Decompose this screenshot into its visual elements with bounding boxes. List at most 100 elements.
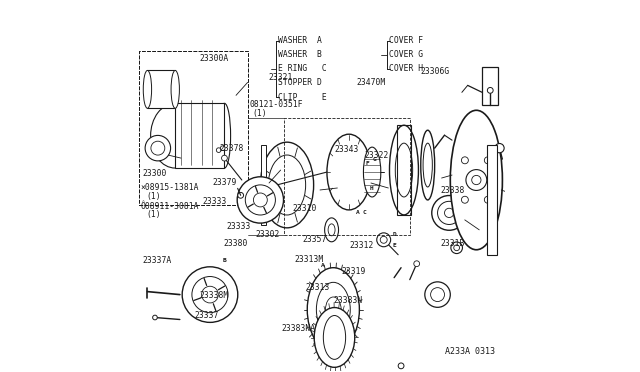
Text: H: H xyxy=(369,186,373,192)
Bar xyxy=(140,51,248,205)
Text: 23380: 23380 xyxy=(223,239,248,248)
Text: A: A xyxy=(321,263,325,268)
Circle shape xyxy=(377,233,390,247)
Ellipse shape xyxy=(218,103,230,168)
Text: 23319: 23319 xyxy=(341,267,365,276)
Text: 23300A: 23300A xyxy=(200,54,229,62)
Circle shape xyxy=(253,193,268,207)
Circle shape xyxy=(245,185,275,215)
Text: C: C xyxy=(363,210,367,215)
Bar xyxy=(482,67,499,105)
Text: 23337: 23337 xyxy=(195,311,219,320)
Text: 23470M: 23470M xyxy=(356,78,385,87)
Circle shape xyxy=(472,175,481,185)
Circle shape xyxy=(237,177,284,223)
Circle shape xyxy=(487,87,493,93)
Text: COVER G: COVER G xyxy=(388,50,422,59)
Text: 23310: 23310 xyxy=(292,205,317,214)
Text: 23357: 23357 xyxy=(303,235,327,244)
Text: (1): (1) xyxy=(147,210,161,219)
Circle shape xyxy=(220,146,225,150)
Ellipse shape xyxy=(260,142,314,228)
Text: A233A 0313: A233A 0313 xyxy=(445,347,495,356)
Ellipse shape xyxy=(268,155,306,215)
Circle shape xyxy=(461,157,468,164)
Bar xyxy=(261,145,266,225)
Text: 23383N: 23383N xyxy=(333,296,362,305)
Text: 23321: 23321 xyxy=(268,73,292,82)
Text: D: D xyxy=(392,232,396,237)
Ellipse shape xyxy=(143,70,152,108)
Text: COVER H: COVER H xyxy=(388,64,422,73)
Text: 23379: 23379 xyxy=(212,178,237,187)
Circle shape xyxy=(414,261,420,267)
Circle shape xyxy=(438,201,461,224)
Circle shape xyxy=(461,196,468,203)
Text: 2331B: 2331B xyxy=(440,239,465,248)
Text: F: F xyxy=(365,161,369,166)
Text: 23338M: 23338M xyxy=(200,291,229,300)
Ellipse shape xyxy=(314,308,355,367)
Text: 23312: 23312 xyxy=(349,241,374,250)
Circle shape xyxy=(182,267,238,323)
Text: Ô08911-3081A: Ô08911-3081A xyxy=(140,202,199,211)
Circle shape xyxy=(454,245,460,251)
Text: E RING   C: E RING C xyxy=(278,64,327,73)
Ellipse shape xyxy=(323,315,346,359)
Text: E: E xyxy=(392,243,396,248)
Circle shape xyxy=(192,276,228,312)
Ellipse shape xyxy=(171,70,179,108)
Text: G: G xyxy=(372,157,376,162)
Bar xyxy=(147,70,175,108)
Circle shape xyxy=(145,135,171,161)
Text: 23343: 23343 xyxy=(334,145,358,154)
Text: B: B xyxy=(223,258,227,263)
Ellipse shape xyxy=(326,297,341,322)
Text: 23306G: 23306G xyxy=(420,67,449,76)
Ellipse shape xyxy=(307,268,360,352)
Ellipse shape xyxy=(364,147,381,197)
Circle shape xyxy=(151,141,165,155)
Text: A: A xyxy=(356,210,359,215)
Ellipse shape xyxy=(396,143,413,197)
Bar xyxy=(487,145,497,255)
Text: STOPPER D: STOPPER D xyxy=(278,78,323,87)
Circle shape xyxy=(466,170,487,190)
Text: 23313: 23313 xyxy=(306,283,330,292)
Bar xyxy=(284,118,410,235)
Text: 23322: 23322 xyxy=(364,151,389,160)
Circle shape xyxy=(431,288,445,302)
Text: WASHER  B: WASHER B xyxy=(278,50,323,59)
Text: 23333: 23333 xyxy=(202,197,227,206)
Bar xyxy=(397,125,411,215)
Circle shape xyxy=(451,242,463,254)
Ellipse shape xyxy=(451,110,502,250)
Text: COVER F: COVER F xyxy=(388,36,422,45)
Text: 23302: 23302 xyxy=(255,230,280,240)
Circle shape xyxy=(238,192,244,198)
Circle shape xyxy=(216,148,221,153)
Text: 23383NA: 23383NA xyxy=(281,324,316,333)
Ellipse shape xyxy=(316,282,350,337)
Ellipse shape xyxy=(327,134,371,210)
Circle shape xyxy=(432,196,467,230)
Text: 23333: 23333 xyxy=(227,222,251,231)
Bar xyxy=(175,103,225,168)
Text: (1): (1) xyxy=(147,192,161,201)
Ellipse shape xyxy=(150,103,200,168)
Text: 23378: 23378 xyxy=(219,144,244,153)
Circle shape xyxy=(484,196,492,203)
Ellipse shape xyxy=(423,143,433,187)
Circle shape xyxy=(221,155,227,161)
Circle shape xyxy=(398,363,404,369)
Ellipse shape xyxy=(420,130,435,200)
Ellipse shape xyxy=(328,224,335,236)
Text: WASHER  A: WASHER A xyxy=(278,36,323,45)
Circle shape xyxy=(445,208,454,218)
Text: 23313M: 23313M xyxy=(294,255,323,264)
Circle shape xyxy=(495,144,504,153)
Text: 08121-0351F: 08121-0351F xyxy=(250,100,303,109)
Bar xyxy=(140,51,248,205)
Circle shape xyxy=(484,157,492,164)
Text: ×08915-1381A: ×08915-1381A xyxy=(140,183,199,192)
